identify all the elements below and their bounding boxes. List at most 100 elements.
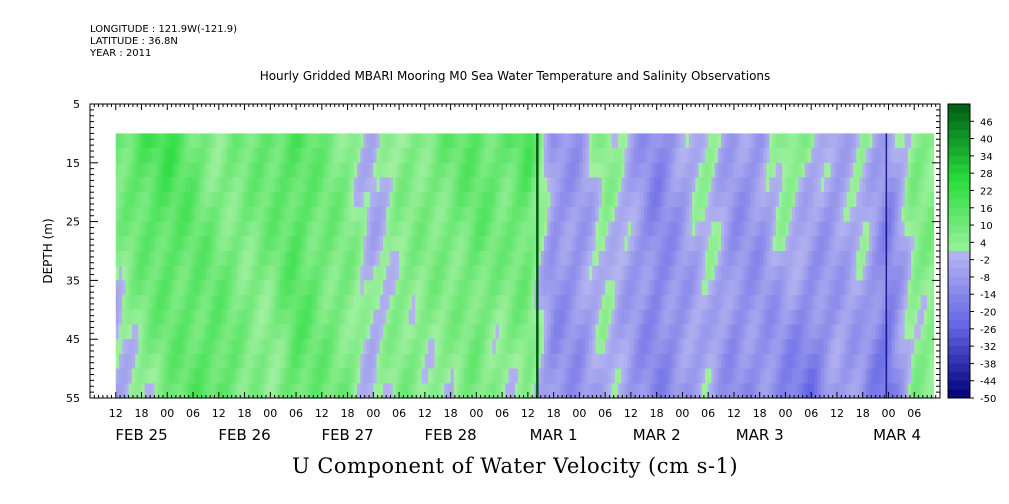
heatmap-cell xyxy=(717,368,722,384)
heatmap-cell xyxy=(669,368,674,384)
heatmap-cell xyxy=(724,368,729,384)
heatmap-cell xyxy=(254,383,259,399)
heatmap-cell xyxy=(276,280,281,296)
heatmap-cell xyxy=(167,177,172,193)
heatmap-cell xyxy=(405,383,410,399)
heatmap-cell xyxy=(318,133,323,149)
heatmap-cell xyxy=(862,221,867,237)
heatmap-cell xyxy=(630,295,635,311)
heatmap-cell xyxy=(717,133,722,149)
heatmap-cell xyxy=(537,133,542,149)
heatmap-cell xyxy=(209,309,213,326)
heatmap-cell xyxy=(634,368,638,384)
heatmap-cell xyxy=(547,162,552,179)
heatmap-cell xyxy=(341,251,345,267)
heatmap-cell xyxy=(692,324,696,340)
heatmap-cell xyxy=(624,368,629,384)
heatmap-cell xyxy=(859,383,864,399)
heatmap-cell xyxy=(489,368,494,384)
heatmap-cell xyxy=(473,236,477,252)
heatmap-cell xyxy=(647,177,651,193)
heatmap-cell xyxy=(730,251,735,267)
heatmap-cell xyxy=(733,206,738,223)
heatmap-cell xyxy=(817,383,822,399)
heatmap-cell xyxy=(753,324,758,340)
heatmap-cell xyxy=(579,295,584,311)
heatmap-cell xyxy=(399,192,403,208)
heatmap-cell xyxy=(370,280,374,296)
heatmap-cell xyxy=(788,206,793,223)
heatmap-cell xyxy=(843,295,848,311)
heatmap-cell xyxy=(241,162,246,179)
heatmap-cell xyxy=(508,383,513,399)
heatmap-cell xyxy=(147,265,152,281)
heatmap-cell xyxy=(325,295,329,311)
heatmap-cell xyxy=(518,368,523,384)
heatmap-cell xyxy=(135,251,139,267)
heatmap-cell xyxy=(250,339,255,355)
heatmap-cell xyxy=(437,251,442,267)
heatmap-cell xyxy=(434,295,439,311)
heatmap-cell xyxy=(254,206,259,223)
heatmap-cell xyxy=(286,368,291,384)
heatmap-cell xyxy=(354,295,358,311)
heatmap-cell xyxy=(521,265,526,281)
heatmap-cell xyxy=(875,339,880,355)
heatmap-cell xyxy=(450,309,455,326)
heatmap-cell xyxy=(611,353,616,370)
heatmap-cell xyxy=(225,177,230,193)
heatmap-cell xyxy=(788,368,793,384)
heatmap-cell xyxy=(244,295,249,311)
heatmap-cell xyxy=(801,251,806,267)
heatmap-cell xyxy=(505,309,510,326)
heatmap-cell xyxy=(196,148,201,164)
heatmap-cell xyxy=(869,148,873,164)
heatmap-cell xyxy=(637,324,642,340)
heatmap-cell xyxy=(833,251,838,267)
heatmap-cell xyxy=(856,324,861,340)
heatmap-cell xyxy=(714,177,719,193)
heatmap-cell xyxy=(495,368,500,384)
heatmap-cell xyxy=(302,192,307,208)
heatmap-cell xyxy=(746,295,751,311)
heatmap-cell xyxy=(463,339,468,355)
heatmap-cell xyxy=(440,236,445,252)
heatmap-cell xyxy=(766,192,770,208)
heatmap-cell xyxy=(241,265,246,281)
heatmap-cell xyxy=(173,192,178,208)
heatmap-cell xyxy=(576,280,580,296)
heatmap-cell xyxy=(222,206,226,223)
heatmap-cell xyxy=(531,295,535,311)
heatmap-cell xyxy=(524,221,529,237)
heatmap-cell xyxy=(772,162,777,179)
heatmap-cell xyxy=(840,324,845,340)
heatmap-cell xyxy=(627,221,632,237)
heatmap-cell xyxy=(914,368,919,384)
heatmap-cell xyxy=(373,368,378,384)
heatmap-cell xyxy=(350,162,355,179)
heatmap-cell xyxy=(592,368,597,384)
heatmap-cell xyxy=(498,280,503,296)
heatmap-cell xyxy=(498,192,503,208)
heatmap-cell xyxy=(231,339,236,355)
heatmap-cell xyxy=(382,148,387,164)
heatmap-cell xyxy=(775,353,780,370)
heatmap-cell xyxy=(515,251,519,267)
heatmap-cell xyxy=(428,192,432,208)
heatmap-cell xyxy=(582,265,587,281)
heatmap-cell xyxy=(350,280,355,296)
heatmap-cell xyxy=(772,353,777,370)
heatmap-cell xyxy=(907,162,912,179)
heatmap-cell xyxy=(279,148,284,164)
heatmap-cell xyxy=(791,251,796,267)
heatmap-cell xyxy=(737,206,741,223)
heatmap-cell xyxy=(276,221,281,237)
heatmap-cell xyxy=(795,251,799,267)
heatmap-cell xyxy=(276,206,281,223)
heatmap-cell xyxy=(515,177,519,193)
heatmap-cell xyxy=(402,162,407,179)
heatmap-cell xyxy=(415,236,420,252)
heatmap-cell xyxy=(679,383,684,399)
heatmap-cell xyxy=(746,353,751,370)
heatmap-cell xyxy=(215,206,220,223)
